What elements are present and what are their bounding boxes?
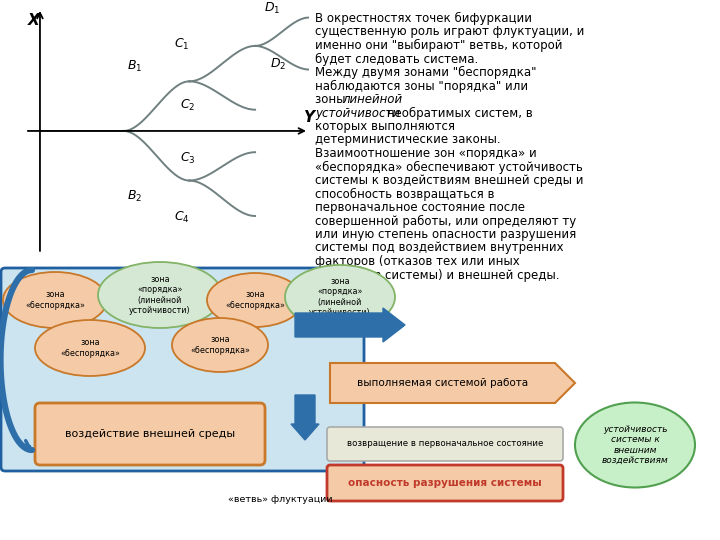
Text: первоначальное состояние после: первоначальное состояние после	[315, 201, 525, 214]
Ellipse shape	[285, 265, 395, 329]
Text: детерминистические законы.: детерминистические законы.	[315, 133, 500, 146]
Text: устойчивости: устойчивости	[315, 106, 400, 119]
Text: зона
«беспорядка»: зона «беспорядка»	[190, 335, 250, 355]
Text: зоны: зоны	[315, 93, 349, 106]
Text: которых выполняются: которых выполняются	[315, 120, 455, 133]
Ellipse shape	[3, 272, 107, 328]
Text: или иную степень опасности разрушения: или иную степень опасности разрушения	[315, 228, 576, 241]
Text: $B_2$: $B_2$	[127, 188, 142, 204]
Text: $D_2$: $D_2$	[270, 57, 287, 72]
Text: зона
«беспорядка»: зона «беспорядка»	[25, 291, 85, 310]
Ellipse shape	[207, 273, 303, 327]
Text: устойчивость
системы к
внешним
воздействиям: устойчивость системы к внешним воздейств…	[602, 425, 668, 465]
Text: X: X	[28, 13, 40, 28]
Text: зона
«порядка»
(линейной
устойчивости): зона «порядка» (линейной устойчивости)	[309, 277, 371, 317]
Text: выполняемая системой работа: выполняемая системой работа	[357, 378, 528, 388]
Text: элементов системы) и внешней среды.: элементов системы) и внешней среды.	[315, 268, 559, 281]
Text: «беспорядка» обеспечивают устойчивость: «беспорядка» обеспечивают устойчивость	[315, 160, 583, 173]
Text: воздействие внешней среды: воздействие внешней среды	[65, 429, 235, 439]
Text: опасность разрушения системы: опасность разрушения системы	[348, 478, 542, 488]
Text: системы под воздействием внутренних: системы под воздействием внутренних	[315, 241, 564, 254]
Text: $B_1$: $B_1$	[127, 58, 142, 73]
FancyBboxPatch shape	[327, 427, 563, 461]
Text: линейной: линейной	[342, 93, 402, 106]
Text: $D_1$: $D_1$	[264, 1, 280, 16]
Text: зона
«беспорядка»: зона «беспорядка»	[60, 338, 120, 357]
Text: зона
«порядка»
(линейной
устойчивости): зона «порядка» (линейной устойчивости)	[129, 275, 191, 315]
Text: Взаимоотношение зон «порядка» и: Взаимоотношение зон «порядка» и	[315, 147, 536, 160]
FancyArrow shape	[291, 395, 319, 440]
FancyBboxPatch shape	[35, 403, 265, 465]
Text: $C_2$: $C_2$	[181, 98, 196, 113]
Text: необратимых систем, в: необратимых систем, в	[383, 106, 533, 119]
Ellipse shape	[172, 318, 268, 372]
Text: В окрестностях точек бифуркации: В окрестностях точек бифуркации	[315, 12, 532, 25]
Text: совершенной работы, или определяют ту: совершенной работы, или определяют ту	[315, 214, 576, 227]
Text: Между двумя зонами "беспорядка": Между двумя зонами "беспорядка"	[315, 66, 536, 79]
Text: системы к воздействиям внешней среды и: системы к воздействиям внешней среды и	[315, 174, 583, 187]
Text: факторов (отказов тех или иных: факторов (отказов тех или иных	[315, 255, 520, 268]
Ellipse shape	[35, 320, 145, 376]
Ellipse shape	[98, 262, 222, 328]
FancyArrow shape	[295, 308, 405, 342]
Text: $C_4$: $C_4$	[174, 210, 190, 225]
Text: $C_3$: $C_3$	[181, 151, 196, 166]
Text: наблюдаются зоны "порядка" или: наблюдаются зоны "порядка" или	[315, 79, 528, 92]
Text: способность возвращаться в: способность возвращаться в	[315, 187, 495, 200]
Text: «ветвь» флуктуации: «ветвь» флуктуации	[228, 496, 333, 504]
FancyBboxPatch shape	[327, 465, 563, 501]
Text: будет следовать система.: будет следовать система.	[315, 52, 478, 65]
Ellipse shape	[575, 402, 695, 488]
Text: существенную роль играют флуктуации, и: существенную роль играют флуктуации, и	[315, 25, 585, 38]
Text: Y: Y	[303, 110, 314, 125]
Text: $C_1$: $C_1$	[174, 37, 190, 52]
Text: возвращение в первоначальное состояние: возвращение в первоначальное состояние	[347, 440, 543, 449]
Text: именно они "выбирают" ветвь, которой: именно они "выбирают" ветвь, которой	[315, 39, 562, 52]
FancyBboxPatch shape	[1, 268, 364, 471]
Polygon shape	[330, 363, 575, 403]
Text: зона
«беспорядка»: зона «беспорядка»	[225, 291, 285, 310]
